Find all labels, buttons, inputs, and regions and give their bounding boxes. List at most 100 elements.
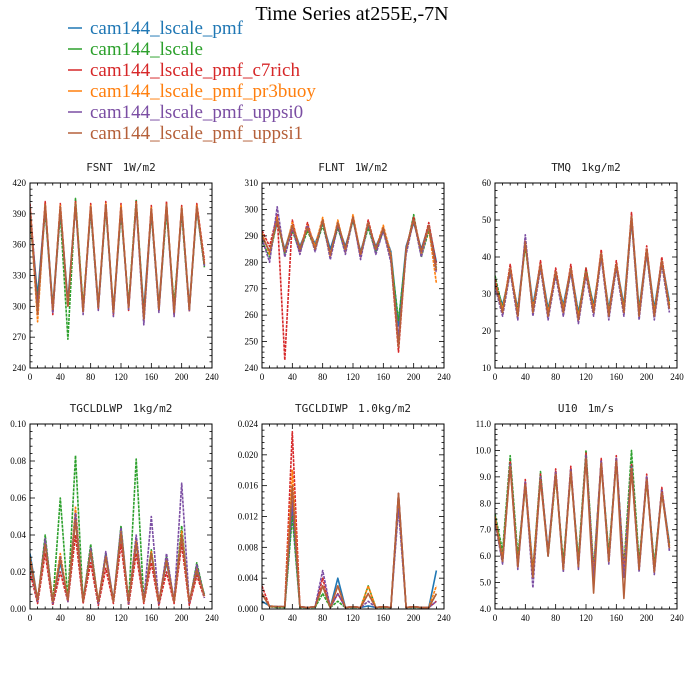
panel-title-tgcldiwp: TGCLDIWP 1.0kg/m2 bbox=[295, 402, 411, 415]
x-tick-label: 120 bbox=[114, 613, 128, 623]
y-tick-label: 0.008 bbox=[238, 542, 259, 552]
y-tick-label: 50 bbox=[482, 215, 492, 225]
y-tick-label: 10.0 bbox=[475, 445, 491, 455]
y-tick-label: 4.0 bbox=[480, 604, 492, 614]
series-line-cam144_lscale_pmf_uppsi1 bbox=[30, 202, 206, 320]
x-tick-label: 40 bbox=[56, 613, 66, 623]
series-line-cam144_lscale_pmf_uppsi1 bbox=[495, 457, 671, 600]
y-tick-label: 280 bbox=[245, 257, 259, 267]
y-tick-label: 11.0 bbox=[476, 419, 492, 429]
series-group bbox=[262, 430, 438, 609]
x-tick-label: 160 bbox=[610, 613, 624, 623]
legend-label-cam144_lscale_pmf_uppsi0: cam144_lscale_pmf_uppsi0 bbox=[90, 102, 303, 123]
y-tick-label: 20 bbox=[482, 326, 492, 336]
x-tick-label: 160 bbox=[610, 372, 624, 382]
x-tick-label: 0 bbox=[28, 372, 33, 382]
chart-panels: FSNT 1W/m20 40 80 120 160 200 24024027030033036… bbox=[10, 161, 684, 623]
x-tick-label: 80 bbox=[551, 613, 561, 623]
y-tick-label: 40 bbox=[482, 252, 492, 262]
panel-units: 1W/m2 bbox=[355, 161, 388, 174]
panel-units: 1.0kg/m2 bbox=[358, 402, 411, 415]
x-tick-label: 200 bbox=[407, 613, 421, 623]
legend-label-cam144_lscale_pmf_pr3buoy: cam144_lscale_pmf_pr3buoy bbox=[90, 81, 316, 102]
y-tick-label: 0.10 bbox=[10, 419, 26, 429]
x-tick-label: 80 bbox=[318, 613, 328, 623]
y-tick-label: 240 bbox=[245, 363, 259, 373]
series-group bbox=[262, 206, 438, 361]
y-tick-label: 10 bbox=[482, 363, 492, 373]
y-tick-label: 9.0 bbox=[480, 472, 492, 482]
y-tick-label: 0.04 bbox=[10, 530, 26, 540]
x-tick-label: 240 bbox=[437, 372, 451, 382]
x-tick-label: 0 bbox=[493, 613, 498, 623]
legend-label-cam144_lscale: cam144_lscale bbox=[90, 39, 203, 60]
panel-title-tgcldlwp: TGCLDLWP 1kg/m2 bbox=[70, 402, 173, 415]
y-tick-label: 310 bbox=[245, 178, 259, 188]
x-tick-label: 240 bbox=[205, 613, 219, 623]
y-tick-label: 0.000 bbox=[238, 604, 259, 614]
series-group bbox=[30, 454, 206, 607]
panel-tgcldlwp: TGCLDLWP 1kg/m2 0 40 80 120 160 200 240 0.00 0.02 0… bbox=[10, 402, 219, 623]
x-tick-label: 80 bbox=[551, 372, 561, 382]
x-tick-label: 120 bbox=[346, 613, 360, 623]
y-tick-label: 330 bbox=[13, 271, 27, 281]
x-tick-label: 80 bbox=[86, 372, 96, 382]
x-tick-label: 200 bbox=[175, 372, 189, 382]
legend: cam144_lscale_pmfcam144_lscalecam144_lsc… bbox=[68, 18, 316, 144]
y-tick-label: 290 bbox=[245, 231, 259, 241]
x-tick-label: 120 bbox=[579, 613, 593, 623]
series-line-cam144_lscale_pmf_uppsi1 bbox=[30, 519, 206, 603]
y-tick-label: 260 bbox=[245, 310, 259, 320]
x-tick-label: 40 bbox=[288, 372, 298, 382]
y-tick-label: 270 bbox=[13, 332, 27, 342]
x-tick-label: 160 bbox=[377, 613, 391, 623]
series-line-cam144_lscale_pmf_c7rich bbox=[262, 430, 437, 609]
series-line-cam144_lscale_pmf_pr3buoy bbox=[495, 215, 671, 318]
y-tick-label: 30 bbox=[482, 289, 492, 299]
y-tick-label: 240 bbox=[13, 363, 27, 373]
y-tick-label: 0.06 bbox=[10, 493, 26, 503]
panel-fsnt: FSNT 1W/m2 0 40 80 120 160 200 240 240 270 300 330 36… bbox=[13, 161, 220, 382]
x-tick-label: 0 bbox=[493, 372, 498, 382]
panel-variable: U10 bbox=[558, 402, 578, 415]
series-line-cam144_lscale_pmf_uppsi1 bbox=[495, 215, 671, 321]
legend-label-cam144_lscale_pmf: cam144_lscale_pmf bbox=[90, 18, 244, 39]
y-tick-label: 0.020 bbox=[238, 450, 259, 460]
y-tick-label: 6.0 bbox=[480, 551, 492, 561]
x-tick-label: 200 bbox=[640, 613, 654, 623]
x-tick-label: 0 bbox=[260, 372, 265, 382]
y-tick-label: 390 bbox=[13, 209, 27, 219]
y-tick-label: 300 bbox=[245, 204, 259, 214]
x-tick-label: 80 bbox=[86, 613, 96, 623]
x-tick-label: 160 bbox=[145, 372, 159, 382]
panel-title-tmq: TMQ 1kg/m2 bbox=[551, 161, 621, 174]
legend-label-cam144_lscale_pmf_c7rich: cam144_lscale_pmf_c7rich bbox=[90, 60, 300, 81]
series-group bbox=[495, 449, 671, 600]
x-tick-label: 40 bbox=[521, 613, 531, 623]
legend-label-cam144_lscale_pmf_uppsi1: cam144_lscale_pmf_uppsi1 bbox=[90, 123, 303, 144]
y-tick-label: 0.02 bbox=[10, 567, 26, 577]
panel-variable: TGCLDLWP bbox=[70, 402, 123, 415]
panel-title-u10: U10 1m/s bbox=[558, 402, 614, 415]
x-tick-label: 240 bbox=[670, 613, 684, 623]
x-tick-label: 200 bbox=[640, 372, 654, 382]
y-tick-label: 300 bbox=[13, 301, 27, 311]
y-tick-label: 420 bbox=[13, 178, 27, 188]
main-title: Time Series at255E,-7N bbox=[255, 3, 448, 25]
panel-tgcldiwp: TGCLDIWP 1.0kg/m2 0 40 80 120 160 200 240 0.000 0.… bbox=[238, 402, 452, 623]
y-tick-label: 7.0 bbox=[480, 525, 492, 535]
series-line-cam144_lscale_pmf_uppsi1 bbox=[262, 216, 438, 348]
x-tick-label: 160 bbox=[377, 372, 391, 382]
series-line-cam144_lscale_pmf_pr3buoy bbox=[262, 469, 438, 609]
x-tick-label: 40 bbox=[521, 372, 531, 382]
series-line-cam144_lscale_pmf_uppsi1 bbox=[262, 484, 438, 609]
panel-tmq: TMQ 1kg/m2 0 40 80 120 160 200 240 10 20 30 40 50 60 bbox=[482, 161, 684, 382]
panel-units: 1kg/m2 bbox=[581, 161, 621, 174]
panel-units: 1m/s bbox=[588, 402, 615, 415]
y-tick-label: 60 bbox=[482, 178, 492, 188]
y-tick-label: 0.08 bbox=[10, 456, 26, 466]
x-tick-label: 160 bbox=[145, 613, 159, 623]
x-tick-label: 200 bbox=[407, 372, 421, 382]
y-tick-label: 360 bbox=[13, 240, 27, 250]
panel-variable: TGCLDIWP bbox=[295, 402, 348, 415]
